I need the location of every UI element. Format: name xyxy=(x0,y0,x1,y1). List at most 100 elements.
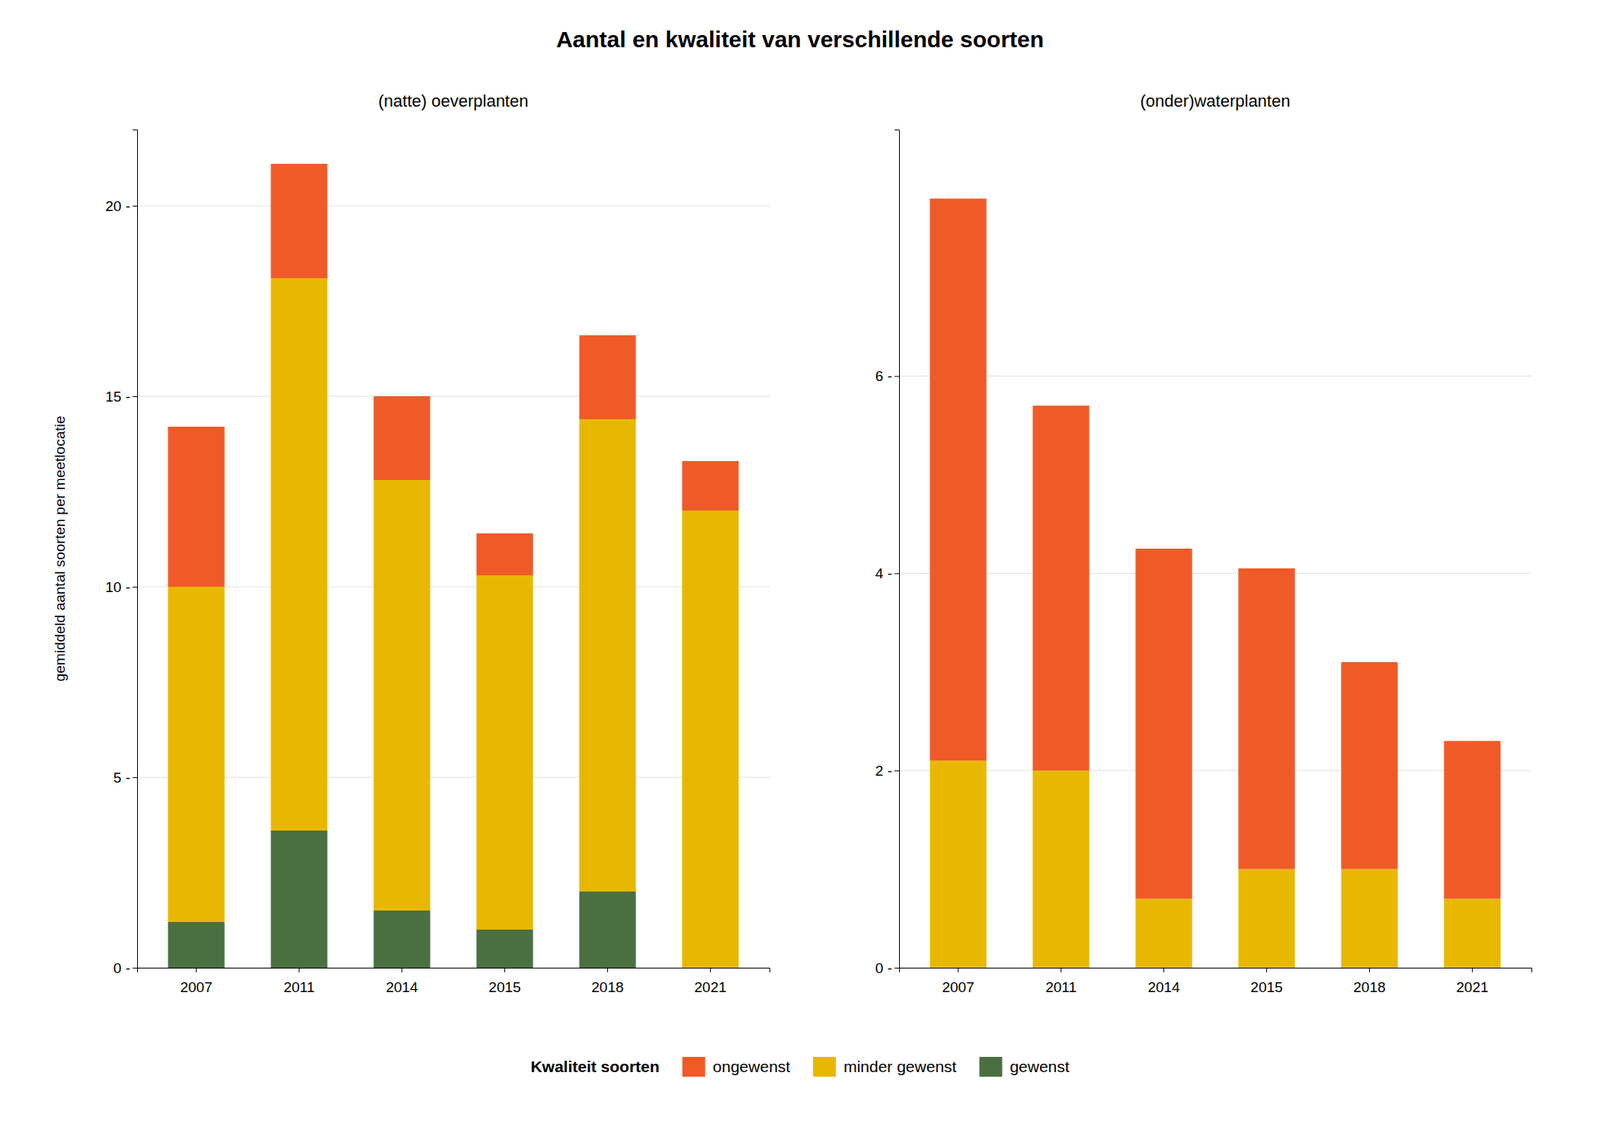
tick-mark xyxy=(710,967,711,973)
tick-label: 2015 xyxy=(488,979,521,996)
y-tick: 2 - xyxy=(875,762,900,779)
legend-swatch xyxy=(812,1056,836,1077)
legend-label: ongewenst xyxy=(713,1057,791,1076)
tick-label: 2011 xyxy=(283,979,315,996)
bar-segment xyxy=(373,396,430,480)
tick-mark xyxy=(132,967,138,969)
bar-segment xyxy=(1443,740,1501,899)
y-tick: 5 - xyxy=(113,769,138,786)
grid-line xyxy=(137,205,770,207)
x-axis: 2007 2011 2014 2015 2018 2021 xyxy=(899,967,1533,996)
x-tick: 2007 xyxy=(179,967,212,996)
tick-label: 15 - xyxy=(105,388,131,405)
grid-line xyxy=(899,375,1532,377)
tick-mark xyxy=(298,967,300,973)
bar-segment xyxy=(1340,869,1398,968)
grid-line xyxy=(137,396,770,397)
y-tick: 0 - xyxy=(875,960,900,976)
bar-segment xyxy=(579,335,636,420)
tick-mark xyxy=(894,376,900,378)
bar-segment xyxy=(373,910,430,968)
bar-segment xyxy=(1032,405,1089,771)
bar-segment xyxy=(373,480,430,911)
tick-label: 2018 xyxy=(1353,979,1386,996)
y-tick: 10 - xyxy=(105,579,138,596)
x-tick: 2014 xyxy=(385,967,419,996)
tick-mark xyxy=(1163,967,1165,973)
tick-mark xyxy=(1060,967,1062,973)
y-tick: 0 - xyxy=(113,960,138,976)
tick-label: 2014 xyxy=(1147,979,1181,996)
y-tick: 20 - xyxy=(105,198,138,215)
panel: 0 - 2 - 4 - 6 - 2007 2011 2014 2015 2018 2021 (ond… xyxy=(875,91,1533,996)
x-tick: 2014 xyxy=(1147,967,1181,996)
tick-label: 5 - xyxy=(113,769,131,786)
bar-segment xyxy=(476,929,533,968)
grid-line xyxy=(899,770,1532,772)
bar-segment xyxy=(1032,770,1089,968)
grid-line xyxy=(899,572,1532,574)
legend-item: ongewenst xyxy=(682,1056,791,1077)
x-axis: 200720112014201520182021 xyxy=(137,967,771,996)
grid-line xyxy=(137,777,770,778)
chart-title: Aantal en kwaliteit van verschillende so… xyxy=(556,26,1044,52)
tick-label: 0 - xyxy=(113,960,131,976)
legend-swatch xyxy=(979,1056,1002,1077)
x-tick: 2011 xyxy=(1045,967,1077,996)
tick-label: 2021 xyxy=(1456,979,1488,996)
tick-label: 20 - xyxy=(105,198,131,215)
bar-segment xyxy=(681,460,739,511)
legend-title: Kwaliteit soorten xyxy=(530,1057,660,1076)
bar-segment xyxy=(579,891,636,968)
tick-mark xyxy=(132,586,138,588)
bars xyxy=(929,198,1501,968)
tick-mark xyxy=(894,967,900,969)
bar-segment xyxy=(1135,898,1192,968)
y-tick: 4 - xyxy=(875,565,900,582)
bar-segment xyxy=(1238,869,1295,968)
bar-segment xyxy=(476,533,533,576)
tick-mark xyxy=(401,967,403,973)
chart-canvas: Aantal en kwaliteit van verschillende so… xyxy=(0,0,1600,1143)
y-axis: 0 - 2 - 4 - 6 - xyxy=(875,130,900,976)
x-tick: 2007 xyxy=(941,967,974,996)
bar-segment xyxy=(1340,662,1398,870)
tick-mark xyxy=(132,396,138,397)
x-tick: 2015 xyxy=(488,967,521,996)
axis-line xyxy=(899,968,1533,973)
y-axis-title: gemiddeld aantal soorten per meetlocatie xyxy=(51,416,68,682)
tick-label: 0 - xyxy=(875,960,893,976)
bar-segment xyxy=(929,760,986,968)
tick-mark xyxy=(1472,967,1473,973)
y-axis: 0 - 5 - 10 - 15 - 20 - xyxy=(105,130,138,976)
tick-mark xyxy=(957,967,959,973)
bar-segment xyxy=(270,278,327,831)
legend-swatch xyxy=(682,1056,706,1077)
subtitle: (onder)waterplanten xyxy=(1140,91,1291,111)
tick-label: 2007 xyxy=(179,979,212,996)
tick-mark xyxy=(1266,967,1268,973)
grid xyxy=(137,205,770,968)
axis-line xyxy=(132,130,138,969)
tick-label: 4 - xyxy=(875,565,893,582)
legend-label: gewenst xyxy=(1009,1057,1069,1076)
legend-item: gewenst xyxy=(979,1056,1069,1077)
tick-mark xyxy=(195,967,197,973)
legend-label: minder gewenst xyxy=(843,1057,957,1076)
tick-label: 2014 xyxy=(385,979,419,996)
tick-mark xyxy=(607,967,608,973)
legend-item: minder gewenst xyxy=(812,1056,957,1077)
x-tick: 2018 xyxy=(591,967,624,996)
x-tick: 2021 xyxy=(1456,967,1488,996)
bar-segment xyxy=(681,510,739,968)
x-tick: 2015 xyxy=(1250,967,1283,996)
bars xyxy=(167,163,739,968)
grid-line xyxy=(137,586,770,588)
subtitle: (natte) oeverplanten xyxy=(378,91,529,111)
tick-label: 10 - xyxy=(105,579,131,596)
y-tick: 6 - xyxy=(875,368,900,384)
tick-label: 2007 xyxy=(941,979,974,996)
tick-label: 2018 xyxy=(591,979,624,996)
bar-segment xyxy=(167,586,224,922)
bar-segment xyxy=(270,830,327,968)
